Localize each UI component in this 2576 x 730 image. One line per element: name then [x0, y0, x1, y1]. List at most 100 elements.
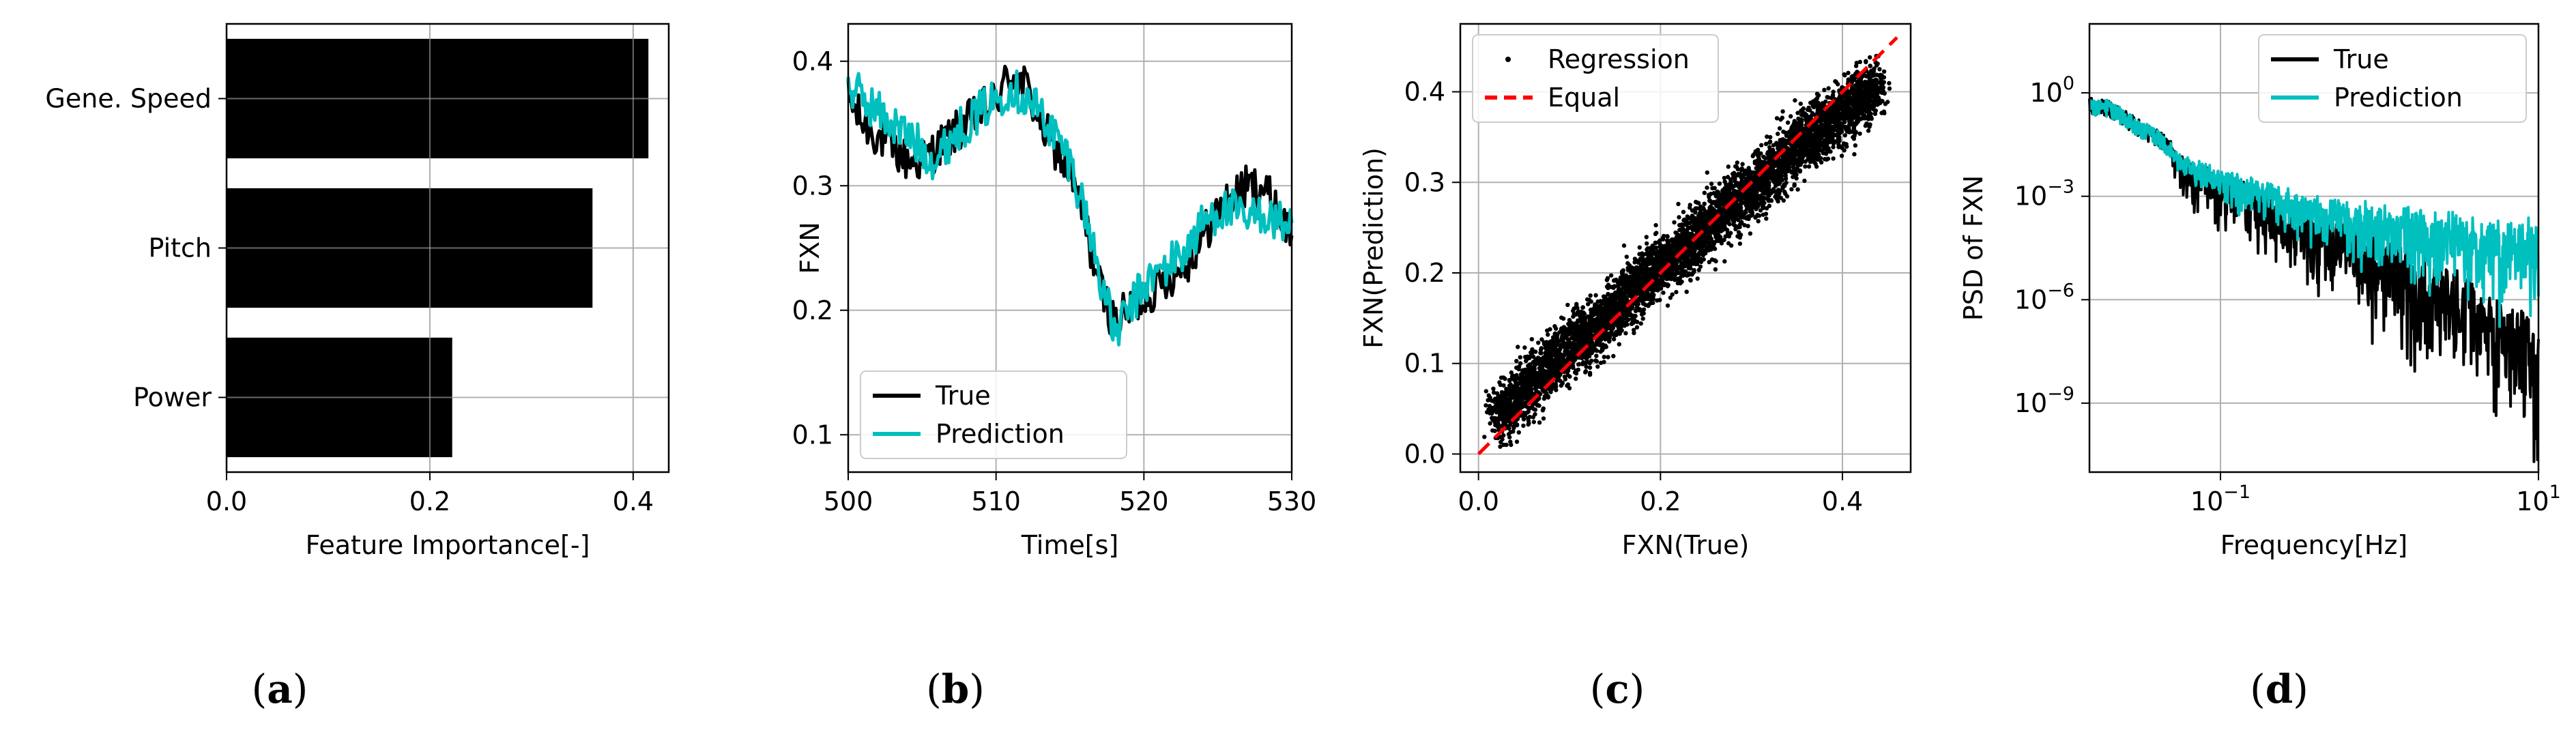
- chart-c-regression-point: [1678, 265, 1683, 270]
- chart-c-regression-point: [1653, 240, 1658, 246]
- chart-c-regression-point: [1603, 337, 1608, 342]
- chart-c-regression-point: [1589, 319, 1594, 323]
- chart-c-regression-point: [1594, 353, 1599, 358]
- chart-c-regression-point: [1722, 179, 1727, 184]
- chart-c-regression-point: [1533, 349, 1538, 354]
- chart-c-regression-point: [1623, 331, 1628, 336]
- chart-c-regression-point: [1749, 170, 1754, 175]
- chart-c-regression-point: [1573, 355, 1578, 360]
- chart-c-regression-point: [1666, 252, 1672, 258]
- chart-c-regression-point: [1665, 284, 1670, 289]
- chart-c-regression-point: [1746, 224, 1750, 229]
- chart-c-regression-point: [1562, 374, 1567, 379]
- chart-c-regression-point: [1780, 109, 1785, 114]
- chart-c-regression-point: [1781, 198, 1786, 203]
- chart-c-regression-point: [1695, 276, 1700, 281]
- chart-c-regression-point: [1539, 351, 1544, 355]
- chart-c-regression-point: [1655, 287, 1660, 292]
- chart-c-regression-point: [1752, 200, 1756, 205]
- chart-c-regression-point: [1726, 241, 1731, 246]
- chart-c-regression-point: [1640, 316, 1645, 321]
- chart-c-regression-point: [1571, 365, 1576, 370]
- chart-c-regression-point: [1619, 269, 1625, 274]
- chart-c-regression-point: [1568, 344, 1573, 349]
- chart-c-regression-point: [1630, 317, 1634, 321]
- chart-c-x-tick-label: 0.2: [1640, 486, 1681, 516]
- chart-c-regression-point: [1807, 158, 1812, 162]
- chart-c-regression-point: [1831, 145, 1836, 149]
- chart-c-regression-point: [1806, 107, 1810, 112]
- chart-c-regression-point: [1741, 180, 1747, 185]
- chart-c-regression-point: [1638, 263, 1644, 267]
- chart-c-y-tick-label: 0.0: [1404, 439, 1445, 469]
- chart-c-regression-point: [1765, 134, 1769, 139]
- chart-a-x-tick-label: 0.2: [409, 486, 450, 516]
- chart-c-regression-point: [1808, 132, 1814, 137]
- chart-c-regression-point: [1485, 410, 1490, 415]
- chart-c-x-tick-label: 0.4: [1822, 486, 1863, 516]
- chart-c-regression-point: [1622, 311, 1627, 316]
- chart-c-regression-point: [1736, 224, 1741, 229]
- chart-c-regression-point: [1539, 346, 1544, 351]
- chart-c-regression-point: [1507, 383, 1512, 388]
- chart-b-legend-label: True: [935, 381, 991, 411]
- chart-c-regression-point: [1770, 168, 1776, 173]
- chart-c-regression-point: [1756, 214, 1762, 218]
- chart-c-regression-point: [1508, 405, 1513, 409]
- chart-c-regression-point: [1566, 327, 1571, 332]
- chart-c-regression-point: [1812, 151, 1818, 156]
- chart-c-regression-point: [1814, 156, 1819, 161]
- chart-c-regression-point: [1817, 146, 1821, 151]
- chart-c-regression-point: [1516, 345, 1520, 349]
- chart-c-regression-point: [1545, 346, 1550, 351]
- chart-c-regression-point: [1765, 189, 1770, 194]
- chart-c-y-tick-label: 0.2: [1404, 258, 1445, 288]
- chart-c-regression-point: [1817, 113, 1823, 118]
- chart-c-regression-point: [1609, 284, 1614, 289]
- chart-c-regression-point: [1660, 278, 1665, 284]
- chart-c-regression-point: [1598, 338, 1604, 342]
- chart-c-regression-point: [1765, 192, 1770, 197]
- chart-c-regression-point: [1723, 218, 1728, 222]
- chart-c-regression-point: [1655, 277, 1660, 282]
- chart-c-regression-point: [1610, 303, 1616, 308]
- chart-c-regression-point: [1580, 305, 1585, 310]
- chart-c-regression-point: [1759, 160, 1764, 164]
- chart-c-regression-point: [1806, 164, 1812, 169]
- chart-c-regression-point: [1521, 423, 1526, 428]
- chart-c-regression-point: [1702, 190, 1707, 195]
- chart-c-regression-point: [1690, 250, 1695, 254]
- chart-c-regression-point: [1737, 242, 1743, 246]
- chart-c-regression-point: [1603, 306, 1608, 310]
- chart-c-regression-point: [1505, 392, 1510, 396]
- chart-c-regression-point: [1689, 253, 1694, 259]
- chart-c-regression-point: [1530, 347, 1535, 352]
- chart-c-regression-point: [1780, 160, 1785, 165]
- chart-c-regression-point: [1558, 343, 1563, 348]
- chart-c-regression-point: [1819, 160, 1824, 165]
- chart-c-regression-point: [1681, 271, 1685, 276]
- chart-c-regression-point: [1662, 257, 1667, 262]
- chart-c-regression-point: [1661, 290, 1666, 295]
- chart-c-regression-point: [1533, 407, 1538, 412]
- chart-c-regression-point: [1529, 337, 1534, 342]
- chart-c-regression-point: [1700, 241, 1705, 246]
- chart-c-regression-point: [1621, 243, 1627, 248]
- chart-c-regression-point: [1734, 203, 1739, 208]
- chart-c-regression-point: [1653, 245, 1658, 250]
- chart-c-regression-point: [1514, 439, 1520, 444]
- chart-c-regression-point: [1734, 214, 1739, 218]
- chart-c-regression-point: [1514, 383, 1518, 388]
- chart-c-regression-point: [1629, 321, 1634, 326]
- chart-c-y-tick-label: 0.4: [1404, 77, 1445, 107]
- chart-c-regression-point: [1818, 156, 1823, 160]
- chart-c-regression-point: [1566, 321, 1571, 326]
- chart-c-regression-point: [1795, 130, 1799, 134]
- chart-c-regression-point: [1593, 321, 1599, 327]
- chart-c-regression-point: [1791, 165, 1796, 170]
- chart-c-regression-point: [1499, 424, 1503, 428]
- chart-c-regression-point: [1668, 271, 1673, 276]
- chart-c-regression-point: [1784, 180, 1789, 186]
- chart-c-regression-point: [1641, 307, 1647, 312]
- chart-c-regression-point: [1645, 276, 1651, 281]
